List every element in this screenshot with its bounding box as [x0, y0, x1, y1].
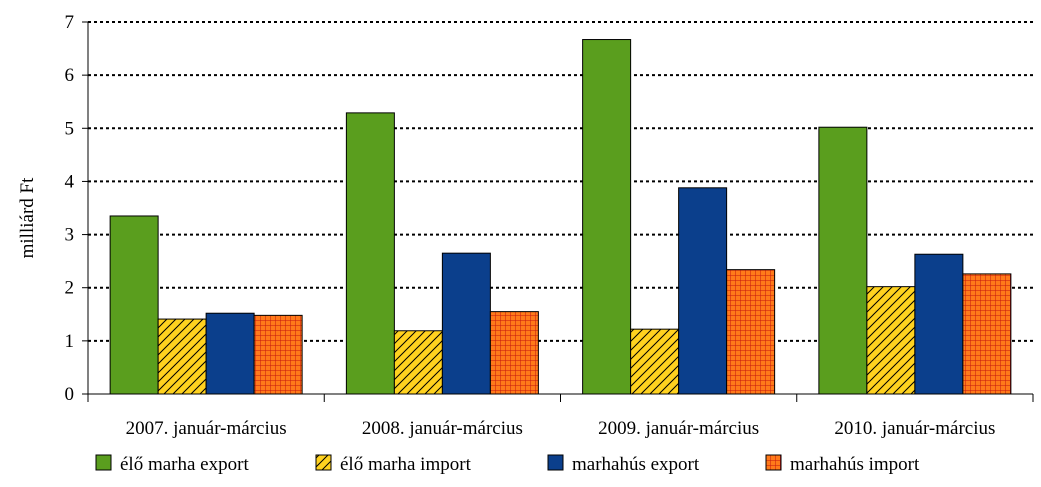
bar-2-2 — [393, 330, 443, 395]
y-tick-label: 5 — [65, 118, 75, 139]
bar-1-4 — [818, 126, 868, 395]
bar-1-3 — [582, 39, 632, 395]
legend-label-4: marhahús import — [790, 454, 920, 475]
bar-4-4 — [962, 273, 1012, 395]
legend-label-1: élő marha export — [120, 454, 249, 475]
x-category-label: 2009. január-március — [598, 418, 759, 439]
x-category-label: 2007. január-március — [126, 418, 287, 439]
bar-2-4 — [866, 286, 916, 395]
y-tick-label: 1 — [65, 331, 75, 352]
legend-swatch-2 — [315, 454, 332, 471]
bar-4-1 — [253, 314, 303, 395]
bar-3-2 — [441, 252, 491, 395]
legend-swatch-1 — [95, 454, 112, 471]
y-axis-title: milliárd Ft — [17, 177, 38, 258]
legend-swatch-3 — [547, 454, 564, 471]
bar-4-3 — [726, 269, 776, 395]
bar-3-3 — [678, 187, 728, 395]
bar-2-1 — [157, 318, 207, 395]
x-category-label: 2008. január-március — [362, 418, 523, 439]
x-category-label: 2010. január-március — [834, 418, 995, 439]
y-tick-label: 4 — [65, 171, 75, 192]
bar-1-1 — [109, 215, 159, 395]
legend-label-2: élő marha import — [340, 454, 472, 475]
bar-1-2 — [345, 112, 395, 395]
y-tick-label: 3 — [65, 225, 75, 246]
bar-4-2 — [489, 311, 539, 395]
y-tick-label: 2 — [65, 278, 75, 299]
bar-2-3 — [630, 328, 680, 395]
legend-swatch-4 — [765, 454, 782, 471]
y-tick-label: 0 — [65, 384, 75, 405]
bar-3-4 — [914, 253, 964, 395]
legend-label-3: marhahús export — [572, 454, 700, 475]
bar-3-1 — [205, 312, 255, 395]
y-tick-label: 6 — [65, 65, 75, 86]
y-tick-label: 7 — [65, 12, 75, 33]
